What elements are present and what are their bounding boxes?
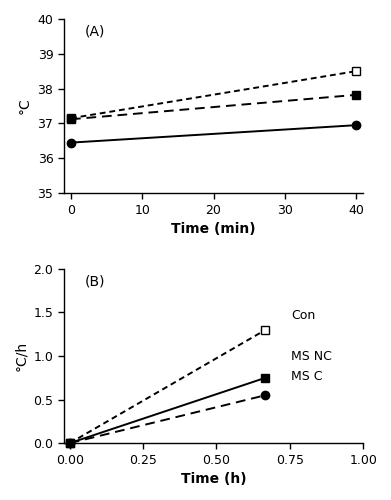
Text: MS NC: MS NC bbox=[291, 350, 332, 362]
X-axis label: Time (h): Time (h) bbox=[181, 472, 246, 486]
Y-axis label: °C: °C bbox=[18, 98, 32, 114]
Text: Con: Con bbox=[291, 310, 316, 322]
Y-axis label: °C/h: °C/h bbox=[14, 341, 28, 371]
X-axis label: Time (min): Time (min) bbox=[171, 222, 256, 236]
Text: (B): (B) bbox=[85, 274, 105, 288]
Text: (A): (A) bbox=[85, 24, 105, 38]
Text: MS C: MS C bbox=[291, 370, 323, 384]
